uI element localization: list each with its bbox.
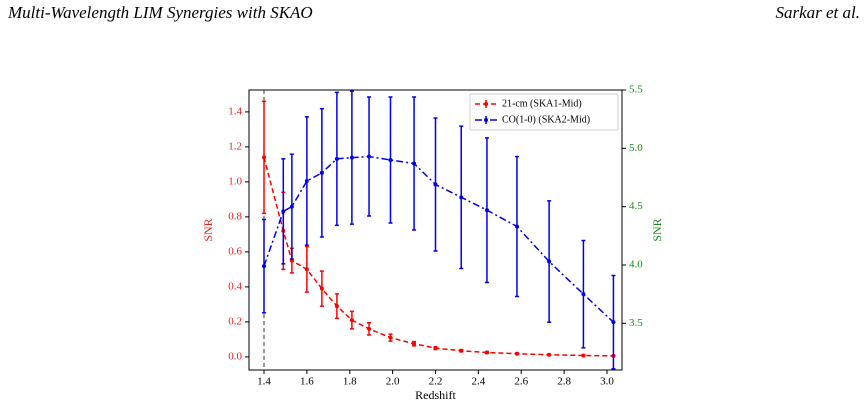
header-right: Sarkar et al. <box>775 3 860 22</box>
data-point <box>262 264 267 269</box>
data-point <box>349 318 354 323</box>
data-point <box>581 353 586 358</box>
x-tick-label: 2.8 <box>557 376 571 388</box>
data-point <box>334 304 339 309</box>
data-point <box>388 158 393 162</box>
x-axis-label: Redshift <box>415 388 456 402</box>
data-point <box>304 179 309 183</box>
legend-box <box>469 93 619 131</box>
x-tick-label: 3.0 <box>600 376 614 388</box>
legend-swatch-dot <box>484 102 488 106</box>
y-tick-label: 0.8 <box>228 210 242 222</box>
x-tick-label: 1.4 <box>257 376 271 388</box>
data-point <box>484 208 489 213</box>
legend-label: CO(1-0) (SKA2-Mid) <box>502 114 590 125</box>
data-point <box>514 224 519 229</box>
data-point <box>319 286 324 291</box>
data-point <box>581 292 586 297</box>
y2-tick-label: 5.0 <box>629 142 643 154</box>
x-tick-label: 1.8 <box>343 376 357 388</box>
y-tick-label: 0.2 <box>228 315 242 327</box>
y-axis-label: SNR <box>201 218 215 241</box>
data-point <box>319 170 324 175</box>
series-line <box>263 155 614 323</box>
data-point <box>367 154 372 159</box>
data-point <box>289 204 294 209</box>
data-point <box>547 352 552 357</box>
legend-swatch-dot <box>484 118 488 122</box>
data-point <box>262 155 267 160</box>
data-point <box>304 267 309 272</box>
data-point <box>459 348 464 353</box>
y2-tick-label: 5.5 <box>629 84 643 96</box>
data-point <box>412 161 417 166</box>
data-point <box>388 335 393 340</box>
data-point <box>514 351 519 356</box>
data-point <box>484 350 489 355</box>
data-point <box>433 346 438 351</box>
y2-axis-label: SNR <box>650 218 664 241</box>
data-point <box>611 320 616 325</box>
data-point <box>367 326 372 331</box>
y2-tick-label: 4.5 <box>629 200 643 212</box>
y-tick-label: 0.6 <box>228 245 242 257</box>
data-point <box>412 341 417 346</box>
x-tick-label: 1.6 <box>300 376 314 388</box>
y-tick-label: 0.0 <box>228 350 242 362</box>
data-point <box>349 155 354 160</box>
y-tick-label: 1.2 <box>228 140 242 152</box>
data-point <box>433 182 438 187</box>
y-tick-label: 1.4 <box>228 105 242 117</box>
data-point <box>547 259 552 264</box>
y2-tick-label: 4.0 <box>629 259 643 271</box>
y2-tick-label: 3.5 <box>629 317 643 329</box>
data-point <box>459 195 464 200</box>
x-tick-label: 2.4 <box>471 376 485 388</box>
x-tick-label: 2.2 <box>429 376 443 388</box>
data-point <box>281 209 286 214</box>
data-point <box>334 156 339 161</box>
y-tick-label: 0.4 <box>228 280 242 292</box>
legend-label: 21-cm (SKA1-Mid) <box>502 98 582 109</box>
x-tick-label: 2.6 <box>514 376 528 388</box>
series-line <box>263 157 614 357</box>
header-left: Multi-Wavelength LIM Synergies with SKAO <box>7 3 313 22</box>
x-tick-label: 2.0 <box>386 376 400 388</box>
y-tick-label: 1.0 <box>228 175 242 187</box>
